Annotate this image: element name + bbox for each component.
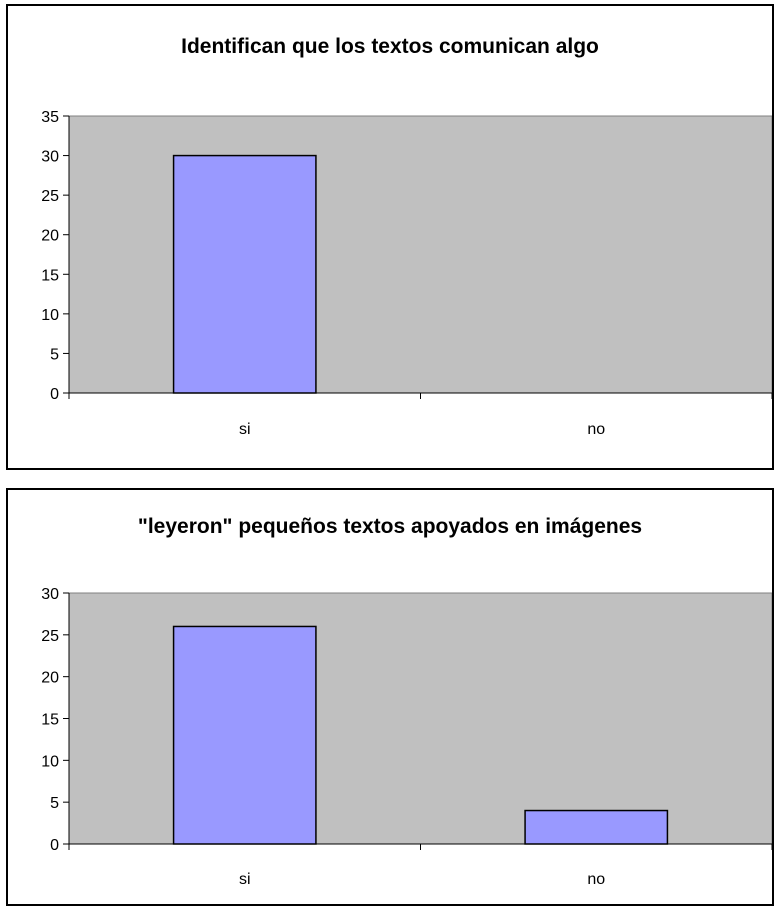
chart-1-y-tick-label: 10 [41,307,59,324]
chart-1-y-tick-label: 0 [50,386,59,403]
chart-1-category-label: si [239,421,251,438]
chart-2-bar-no [524,809,669,845]
chart-2: "leyeron" pequeños textos apoyados en im… [6,488,774,906]
chart-1-y-tick-label: 35 [41,109,59,126]
chart-1: Identifican que los textos comunican alg… [6,4,774,470]
chart-2-svg: "leyeron" pequeños textos apoyados en im… [41,515,772,888]
chart-1-y-tick-label: 15 [41,267,59,284]
chart-1-y-tick-label: 25 [41,188,59,205]
chart-1-svg: Identifican que los textos comunican alg… [41,35,772,438]
chart-1-y-tick-label: 20 [41,228,59,245]
chart-2-y-tick-label: 0 [50,837,59,854]
chart-2-y-tick-label: 15 [41,712,59,729]
chart-1-y-tick-label: 5 [50,346,59,363]
chart-1-bar-si [172,154,317,394]
chart-2-y-tick-label: 25 [41,628,59,645]
chart-2-y-tick-label: 20 [41,670,59,687]
chart-2-title: "leyeron" pequeños textos apoyados en im… [138,515,642,538]
chart-2-category-label: si [239,871,251,888]
chart-2-bar-si [172,625,317,845]
chart-2-y-tick-label: 30 [41,586,59,603]
chart-2-y-tick-label: 5 [50,795,59,812]
chart-2-category-label: no [587,871,605,888]
chart-1-title: Identifican que los textos comunican alg… [181,35,599,58]
chart-1-y-tick-label: 30 [41,149,59,166]
chart-1-category-label: no [587,421,605,438]
chart-2-y-tick-label: 10 [41,753,59,770]
